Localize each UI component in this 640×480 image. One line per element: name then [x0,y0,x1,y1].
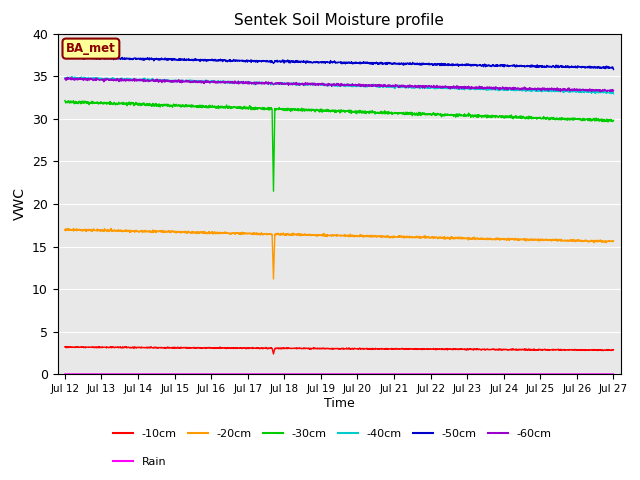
-60cm [61,76,68,82]
-60cm [493,85,501,91]
X-axis label: Time: Time [324,397,355,410]
-20cm [90,227,97,233]
Line: -10cm: -10cm [65,347,614,354]
-40cm [594,89,602,95]
Y-axis label: VWC: VWC [12,188,26,220]
-10cm [493,347,501,352]
Line: -50cm: -50cm [65,56,614,70]
Rain [89,371,97,377]
Rain [594,371,602,377]
-30cm [594,116,602,122]
-30cm [594,117,602,123]
-20cm [61,227,68,233]
Rain [610,371,618,377]
-10cm [61,344,68,349]
-30cm [269,188,277,194]
-60cm [328,82,336,87]
-60cm [314,81,321,86]
-50cm [594,65,602,71]
-60cm [595,88,602,94]
-30cm [314,108,321,113]
Line: -30cm: -30cm [65,100,614,191]
-40cm [90,76,97,82]
-40cm [314,82,321,87]
Rain [593,371,601,377]
-40cm [493,87,501,93]
-60cm [610,87,618,93]
Rain [493,371,500,377]
-10cm [610,347,618,353]
-30cm [61,97,68,103]
-50cm [610,67,618,72]
Rain [61,371,68,377]
-60cm [90,77,97,83]
-40cm [610,91,618,96]
-10cm [328,345,336,351]
-20cm [269,276,277,282]
-40cm [61,75,68,81]
-30cm [328,108,336,114]
Line: -60cm: -60cm [65,77,614,92]
-10cm [90,344,97,350]
-30cm [493,113,501,119]
-10cm [74,344,82,349]
Rain [328,371,335,377]
Title: Sentek Soil Moisture profile: Sentek Soil Moisture profile [234,13,444,28]
-40cm [594,88,602,94]
Text: BA_met: BA_met [66,42,116,55]
-20cm [493,236,501,242]
Line: -40cm: -40cm [65,77,614,94]
-30cm [89,100,97,106]
-10cm [594,348,602,353]
-50cm [314,60,321,65]
Rain [313,371,321,377]
-10cm [595,347,602,353]
-20cm [610,238,618,244]
Legend: Rain: Rain [108,452,171,471]
-20cm [595,239,602,245]
-20cm [64,226,72,231]
-30cm [610,118,618,123]
-50cm [90,55,97,60]
-50cm [61,54,68,60]
-60cm [594,88,602,94]
-50cm [493,62,501,68]
-60cm [557,89,564,95]
-50cm [594,64,602,70]
-50cm [328,60,336,65]
-40cm [328,82,336,87]
-10cm [314,346,321,351]
-20cm [314,233,321,239]
-20cm [328,232,336,238]
-50cm [61,53,69,59]
Line: -20cm: -20cm [65,228,614,279]
-60cm [64,74,72,80]
-20cm [594,238,602,244]
-10cm [269,351,277,357]
-40cm [68,74,76,80]
